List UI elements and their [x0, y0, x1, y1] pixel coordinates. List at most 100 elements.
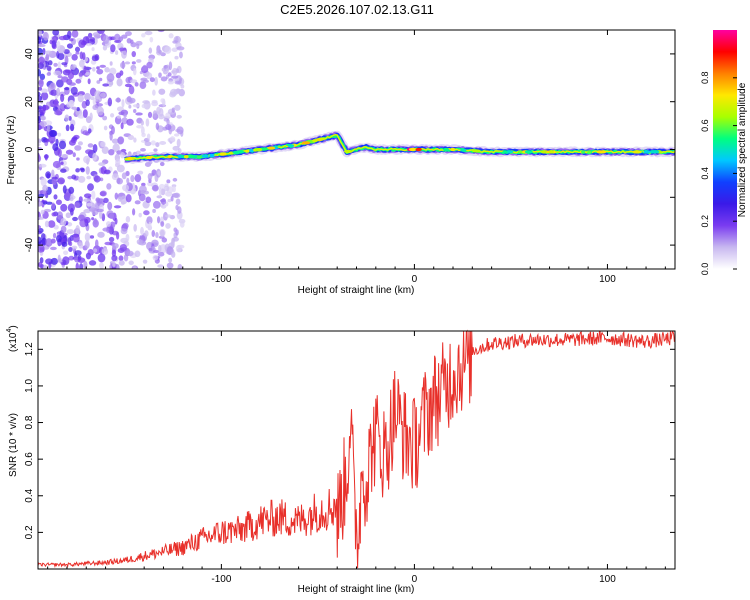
noise-cell: [53, 194, 58, 200]
noise-cell: [115, 97, 122, 103]
noise-cell: [136, 239, 143, 245]
noise-cell: [158, 72, 162, 78]
x-tick-label: 0: [412, 574, 418, 585]
noise-cell: [59, 104, 64, 109]
noise-cell: [60, 225, 67, 234]
noise-cell: [47, 85, 52, 93]
noise-cell: [116, 106, 124, 112]
noise-cell: [179, 51, 183, 59]
noise-cell: [64, 114, 70, 122]
noise-cell: [99, 262, 104, 269]
noise-cell: [105, 221, 112, 227]
noise-cell: [174, 55, 179, 60]
noise-cell: [75, 225, 80, 234]
noise-cell: [163, 185, 170, 192]
noise-cell: [61, 76, 69, 83]
noise-cell: [51, 202, 56, 210]
noise-cell: [157, 113, 165, 120]
signal-hotspot: [343, 149, 353, 154]
y-tick-label: 0.8: [24, 415, 35, 429]
noise-cell: [160, 98, 165, 103]
noise-cell: [124, 83, 132, 88]
noise-cell: [121, 99, 125, 108]
noise-cell: [130, 175, 135, 183]
noise-cell: [124, 61, 131, 65]
noise-cell: [44, 220, 50, 228]
noise-cell: [127, 134, 135, 140]
spectrogram-x-ticks: -100 0 100: [47, 30, 666, 285]
signal-hotspot: [301, 141, 311, 145]
noise-cell: [96, 66, 100, 70]
noise-cell: [165, 123, 172, 131]
noise-cell: [142, 100, 150, 104]
noise-cell: [114, 217, 118, 225]
noise-cell: [168, 257, 173, 263]
x-tick-label: -100: [211, 274, 231, 285]
noise-cell: [161, 237, 168, 243]
noise-cell: [132, 208, 136, 216]
noise-cell: [118, 111, 125, 116]
noise-cell: [142, 259, 148, 264]
noise-cell: [38, 138, 42, 143]
noise-cell: [77, 141, 83, 146]
noise-cell: [147, 181, 153, 187]
noise-cell: [74, 202, 80, 208]
noise-cell: [101, 213, 106, 222]
noise-cell: [146, 61, 153, 69]
noise-cell: [96, 208, 104, 213]
noise-cell: [133, 223, 137, 232]
noise-cell: [74, 46, 81, 53]
noise-cell: [125, 233, 130, 242]
noise-cell: [38, 36, 42, 44]
noise-cell: [85, 166, 90, 175]
signal-hotspot: [267, 146, 276, 150]
noise-cell: [62, 256, 70, 266]
signal-hotspot: [249, 148, 255, 153]
noise-cell: [38, 115, 42, 124]
noise-cell: [126, 250, 134, 257]
noise-cell: [166, 262, 174, 269]
spectrogram-panel: -100 0 100 -40 -20 0 20 40 Height of straight …: [6, 29, 676, 296]
noise-cell: [92, 98, 97, 106]
noise-cell: [128, 260, 134, 266]
signal-hotspot: [312, 139, 318, 143]
noise-cell: [160, 198, 167, 205]
signal-hotspot: [183, 155, 189, 159]
noise-cell: [155, 142, 160, 148]
noise-cell: [86, 202, 93, 207]
noise-cell: [87, 78, 91, 85]
noise-cell: [157, 170, 162, 176]
noise-cell: [39, 107, 46, 115]
noise-cell: [92, 152, 97, 161]
signal-hotspot: [632, 150, 643, 154]
noise-cell: [91, 55, 99, 62]
noise-cell: [135, 150, 142, 154]
noise-cell: [122, 184, 130, 192]
noise-cell: [89, 112, 93, 121]
noise-cell: [93, 218, 98, 225]
noise-cell: [97, 253, 106, 263]
noise-cell: [51, 176, 58, 180]
noise-cell: [168, 61, 173, 71]
noise-cell: [68, 255, 75, 261]
noise-cell: [56, 87, 61, 97]
noise-cell: [173, 89, 182, 95]
noise-cell: [167, 72, 172, 77]
noise-cell: [38, 236, 42, 245]
noise-cell: [38, 43, 46, 48]
noise-cell: [111, 125, 115, 135]
noise-cell: [155, 232, 159, 238]
noise-cell: [109, 132, 113, 141]
noise-cell: [144, 141, 152, 147]
noise-cell: [78, 39, 86, 48]
noise-cell: [51, 169, 55, 177]
noise-cell: [86, 175, 92, 180]
noise-cell: [76, 157, 80, 161]
noise-cell: [134, 200, 141, 205]
noise-cell: [166, 179, 171, 184]
noise-cell: [38, 95, 43, 102]
noise-cell: [60, 168, 67, 173]
noise-cell: [120, 122, 124, 130]
noise-cell: [104, 67, 110, 73]
noise-cell: [91, 47, 95, 52]
